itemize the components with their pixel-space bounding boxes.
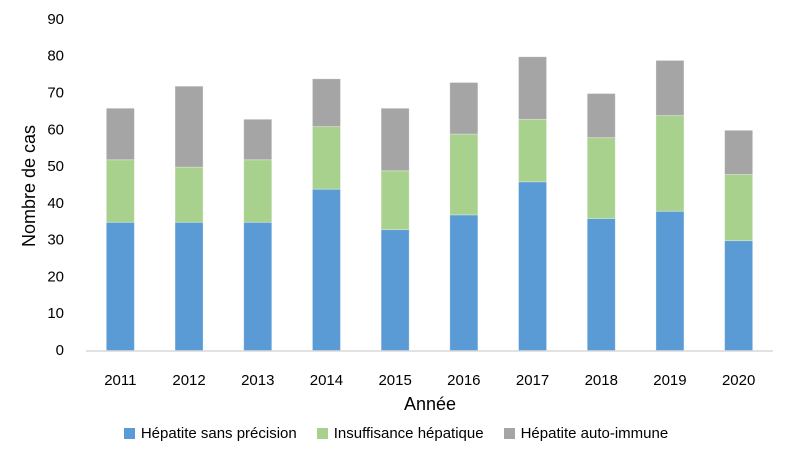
legend-swatch-blue bbox=[123, 428, 135, 439]
bar-segment-2015-series-0 bbox=[380, 229, 410, 352]
x-tick-label: 2013 bbox=[241, 372, 274, 389]
bar-segment-2013-series-1 bbox=[243, 159, 273, 223]
legend-item-hepatite-auto-immune: Hépatite auto-immune bbox=[503, 425, 669, 442]
y-axis-ticks: 0 10 20 30 40 50 60 70 80 90 bbox=[47, 11, 64, 359]
bar-segment-2013-series-2 bbox=[243, 118, 273, 161]
legend-item-hepatite-sans-precision: Hépatite sans précision bbox=[123, 425, 297, 442]
legend-label: Insuffisance hépatique bbox=[333, 425, 484, 442]
bar-segment-2014-series-0 bbox=[312, 188, 341, 352]
bar-segment-2017-series-0 bbox=[518, 181, 547, 352]
bar-segment-2011-series-1 bbox=[105, 159, 135, 223]
bar-segment-2012-series-0 bbox=[174, 221, 204, 352]
legend: Hépatite sans précision Insuffisance hép… bbox=[0, 425, 792, 442]
bar-segment-2020-series-0 bbox=[724, 240, 754, 352]
bar-segment-2020-series-1 bbox=[724, 174, 754, 242]
x-tick-label: 2020 bbox=[722, 372, 755, 389]
y-tick-label: 40 bbox=[47, 195, 64, 212]
y-tick-label: 0 bbox=[56, 342, 64, 359]
x-tick-label: 2017 bbox=[516, 372, 549, 389]
bar-segment-2016-series-2 bbox=[449, 82, 479, 135]
y-axis-title: Nombre de cas bbox=[19, 125, 39, 247]
legend-swatch-gray bbox=[503, 428, 515, 439]
bar-segment-2014-series-2 bbox=[312, 78, 341, 128]
x-axis-ticks: 2011 2012 2013 2014 2015 2016 2017 2018 2019 2020 bbox=[104, 372, 755, 389]
bar-segment-2019-series-0 bbox=[655, 210, 685, 352]
bar-segment-2018-series-2 bbox=[586, 93, 616, 139]
x-tick-label: 2016 bbox=[447, 372, 480, 389]
bar-segment-2019-series-1 bbox=[655, 115, 685, 212]
bar-segment-2011-series-2 bbox=[105, 107, 135, 161]
bar-segment-2013-series-0 bbox=[243, 221, 273, 352]
bar-segment-2019-series-2 bbox=[655, 60, 685, 117]
bar-segment-2020-series-2 bbox=[724, 129, 754, 175]
x-axis-title: Année bbox=[404, 394, 456, 414]
bar-segment-2017-series-2 bbox=[518, 56, 547, 120]
legend-swatch-green bbox=[316, 428, 328, 439]
legend-label: Hépatite sans précision bbox=[140, 425, 297, 442]
bar-segment-2018-series-0 bbox=[586, 218, 616, 352]
x-tick-label: 2019 bbox=[653, 372, 686, 389]
bar-segment-2015-series-2 bbox=[380, 107, 410, 172]
y-tick-label: 90 bbox=[47, 11, 64, 28]
bar-segment-2014-series-1 bbox=[312, 126, 341, 190]
y-tick-label: 60 bbox=[47, 121, 64, 138]
y-tick-label: 80 bbox=[47, 48, 64, 65]
x-tick-label: 2014 bbox=[310, 372, 343, 389]
bars bbox=[105, 56, 754, 352]
y-tick-label: 50 bbox=[47, 158, 64, 175]
y-tick-label: 10 bbox=[47, 305, 64, 322]
y-tick-label: 30 bbox=[47, 232, 64, 249]
legend-item-insuffisance-hepatique: Insuffisance hépatique bbox=[316, 425, 484, 442]
y-tick-label: 20 bbox=[47, 268, 64, 285]
legend-label: Hépatite auto-immune bbox=[520, 425, 669, 442]
x-tick-label: 2011 bbox=[104, 372, 136, 389]
bar-segment-2016-series-1 bbox=[449, 133, 479, 216]
bar-segment-2012-series-1 bbox=[174, 166, 204, 223]
bar-segment-2011-series-0 bbox=[105, 221, 135, 352]
y-tick-label: 70 bbox=[47, 85, 64, 102]
bar-segment-2018-series-1 bbox=[586, 137, 616, 219]
x-tick-label: 2012 bbox=[172, 372, 205, 389]
bar-segment-2016-series-0 bbox=[449, 214, 479, 352]
x-tick-label: 2018 bbox=[585, 372, 618, 389]
bar-segment-2017-series-1 bbox=[518, 118, 547, 183]
bar-segment-2015-series-1 bbox=[380, 170, 410, 231]
x-tick-label: 2015 bbox=[378, 372, 411, 389]
bar-segment-2012-series-2 bbox=[174, 85, 204, 168]
